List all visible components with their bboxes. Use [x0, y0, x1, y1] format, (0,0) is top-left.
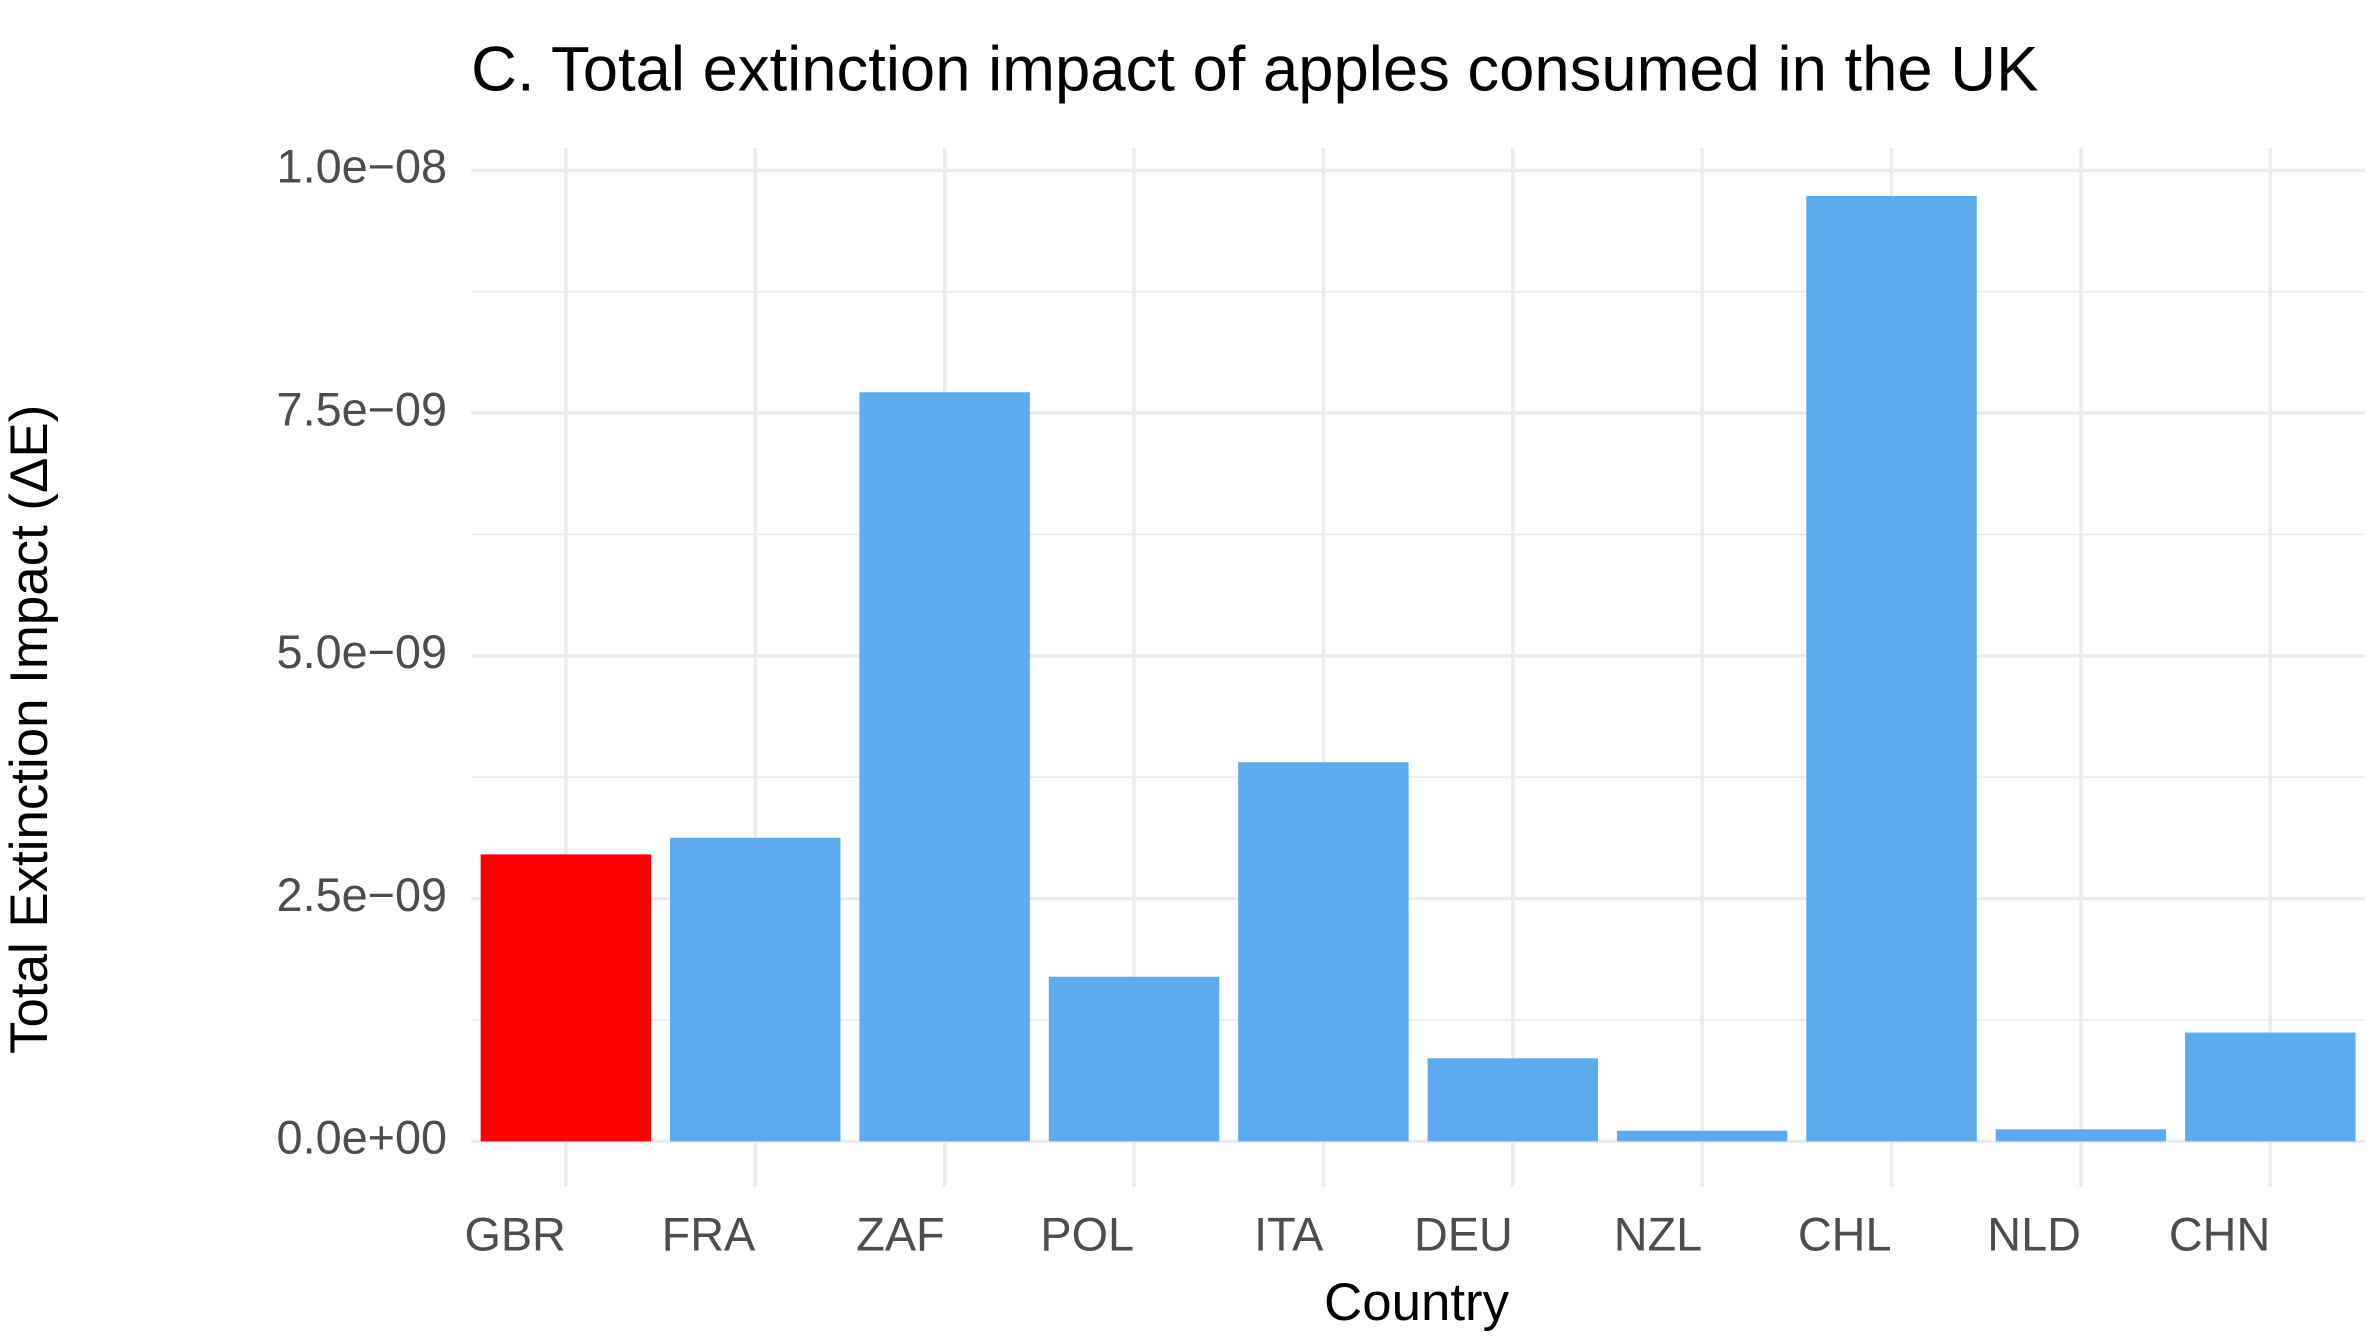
- x-tick-label: NLD: [1987, 1209, 2081, 1261]
- y-tick-label: 5.0e−09: [277, 626, 447, 678]
- y-tick-label: 0.0e+00: [277, 1112, 447, 1164]
- x-tick-label: NZL: [1614, 1209, 1702, 1261]
- x-tick-label: ZAF: [856, 1209, 944, 1261]
- x-tick-label: CHL: [1798, 1209, 1892, 1261]
- y-tick-label: 1.0e−08: [277, 141, 447, 193]
- x-tick-label: GBR: [464, 1209, 565, 1261]
- y-axis-title: Total Extinction Impact (ΔE): [0, 405, 59, 1054]
- bar: [1806, 195, 1977, 1142]
- y-tick-label: 2.5e−09: [277, 869, 447, 921]
- x-tick-label: DEU: [1414, 1209, 1513, 1261]
- bar: [1427, 1058, 1598, 1142]
- x-tick-label: FRA: [662, 1209, 756, 1261]
- bar: [1238, 762, 1409, 1142]
- x-tick-label: ITA: [1254, 1209, 1324, 1261]
- x-tick-label: CHN: [2169, 1209, 2270, 1261]
- bar: [1616, 1130, 1788, 1142]
- x-axis-title: Country: [1324, 1273, 1510, 1332]
- bar: [480, 854, 652, 1142]
- chart-title: C. Total extinction impact of apples con…: [471, 35, 2038, 105]
- bar: [670, 837, 841, 1142]
- bar: [1995, 1129, 2167, 1142]
- bar: [859, 392, 1030, 1142]
- y-tick-label: 7.5e−09: [277, 383, 447, 435]
- bar: [1048, 976, 1220, 1142]
- bar: [2185, 1032, 2356, 1142]
- x-tick-label: POL: [1040, 1209, 1134, 1261]
